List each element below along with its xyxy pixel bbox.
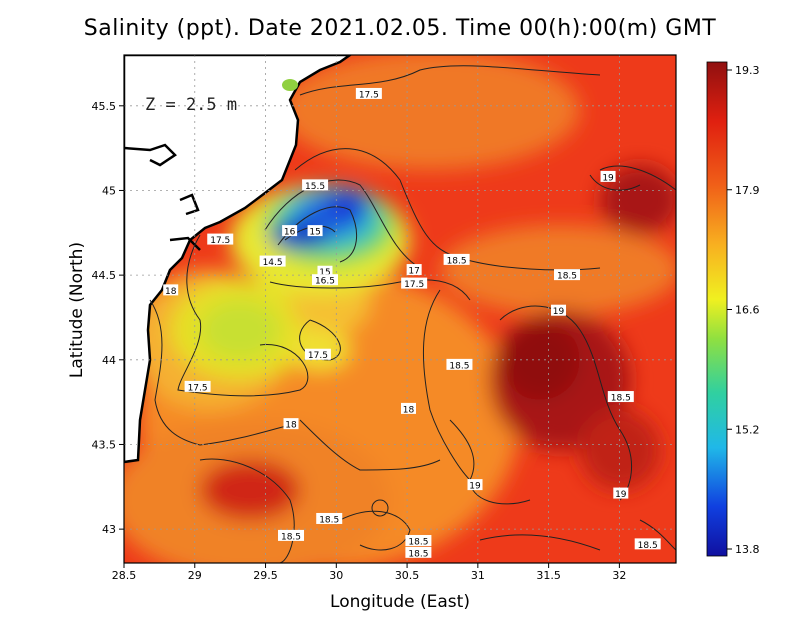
y-tick-label: 44.5: [92, 269, 117, 282]
contour-label: 15: [307, 225, 323, 238]
contour-label: 17.5: [355, 87, 382, 100]
svg-text:19: 19: [615, 490, 627, 500]
salinity-field: [124, 55, 676, 563]
contour-label: 19: [467, 479, 483, 492]
contour-label: 19: [613, 487, 629, 500]
contour-label: 18.5: [634, 538, 661, 551]
svg-text:18.5: 18.5: [447, 256, 467, 266]
x-axis-ticks: 28.5 29 29.5 30 30.5 31 31.5 32: [112, 563, 626, 582]
svg-text:17.5: 17.5: [308, 351, 328, 361]
coastline-detail: [124, 143, 201, 251]
contour-label: 19: [551, 304, 567, 317]
y-tick-label: 44: [102, 354, 116, 367]
colorbar-tick-label: 13.8: [735, 543, 760, 556]
x-axis-label: Longitude (East): [330, 592, 470, 612]
contour-label: 17.5: [207, 233, 234, 246]
grid: [124, 55, 676, 563]
contour-label: 17.5: [304, 348, 331, 361]
contour-label: 15.5: [302, 179, 329, 192]
svg-text:18: 18: [403, 405, 415, 415]
contour-label: 18.5: [607, 391, 634, 404]
svg-text:17.5: 17.5: [188, 383, 208, 393]
contour-label: 18: [163, 284, 179, 297]
svg-text:18.5: 18.5: [638, 541, 658, 551]
x-tick-label: 28.5: [112, 569, 137, 582]
contour-label: 17.5: [184, 380, 211, 393]
svg-text:18.5: 18.5: [281, 532, 301, 542]
plot-frame: [123, 54, 677, 564]
contour-label: 19: [600, 170, 616, 183]
svg-text:17.5: 17.5: [404, 280, 424, 290]
y-tick-label: 43.5: [92, 438, 117, 451]
svg-text:19: 19: [469, 482, 481, 492]
x-tick-label: 31.5: [536, 569, 561, 582]
contour-label: 18: [400, 402, 416, 415]
y-tick-label: 45.5: [92, 100, 117, 113]
svg-text:18.5: 18.5: [319, 515, 339, 525]
y-axis-ticks: 43 43.5 44 44.5 45 45.5: [92, 100, 124, 536]
svg-text:18.5: 18.5: [611, 394, 631, 404]
contour-label: 18.5: [405, 534, 432, 547]
y-tick-label: 45: [102, 184, 116, 197]
svg-text:15: 15: [309, 228, 320, 238]
contour-label: 18: [283, 418, 299, 431]
svg-text:19: 19: [553, 307, 565, 317]
colorbar-tick-label: 15.2: [735, 423, 760, 436]
y-tick-label: 43: [102, 523, 116, 536]
svg-text:14.5: 14.5: [263, 258, 283, 268]
map-title: Salinity (ppt). Date 2021.02.05. Time 00…: [83, 16, 717, 41]
contour-label: 18.5: [278, 529, 305, 542]
svg-text:17.5: 17.5: [359, 90, 379, 100]
y-axis-label: Latitude (North): [67, 242, 87, 378]
svg-text:16.5: 16.5: [315, 277, 335, 287]
svg-text:17: 17: [408, 267, 419, 277]
svg-text:18.5: 18.5: [449, 361, 469, 371]
contour-label: 18.5: [316, 512, 343, 525]
svg-text:16: 16: [284, 228, 296, 238]
colorbar-tick-label: 19.3: [735, 64, 760, 77]
contour-label: 18.5: [554, 269, 581, 282]
svg-text:19: 19: [602, 173, 614, 183]
x-tick-label: 31: [471, 569, 485, 582]
contour-label: 18.5: [446, 358, 473, 371]
contour-label: 16: [282, 225, 298, 238]
colorbar: [706, 61, 728, 557]
depth-label: Z = 2.5 m: [145, 95, 237, 115]
svg-text:15: 15: [319, 268, 330, 278]
contour-label: 17.5: [401, 277, 428, 290]
colorbar-tick-label: 16.6: [735, 304, 760, 317]
svg-text:17.5: 17.5: [210, 236, 230, 246]
svg-text:18.5: 18.5: [557, 272, 577, 282]
contour-label: 17: [406, 264, 422, 277]
contour-label: 16.5: [311, 274, 338, 287]
x-tick-label: 29: [188, 569, 202, 582]
svg-text:18: 18: [285, 421, 297, 431]
land-area: [124, 55, 353, 464]
colorbar-tick-label: 17.9: [735, 184, 760, 197]
contour-label: 15: [317, 265, 333, 278]
svg-text:18: 18: [165, 287, 177, 297]
contour-label: 18.5: [405, 546, 432, 559]
contour-label: 14.5: [259, 255, 286, 268]
colorbar-ticks: 19.3 17.9 16.6 15.2 13.8: [727, 64, 760, 556]
x-tick-label: 29.5: [253, 569, 278, 582]
svg-text:15.5: 15.5: [305, 182, 325, 192]
x-tick-label: 30.5: [395, 569, 420, 582]
x-tick-label: 30: [329, 569, 343, 582]
svg-text:18.5: 18.5: [408, 549, 428, 559]
svg-text:18.5: 18.5: [408, 537, 428, 547]
contour-label: 18.5: [443, 253, 470, 266]
x-tick-label: 32: [612, 569, 626, 582]
